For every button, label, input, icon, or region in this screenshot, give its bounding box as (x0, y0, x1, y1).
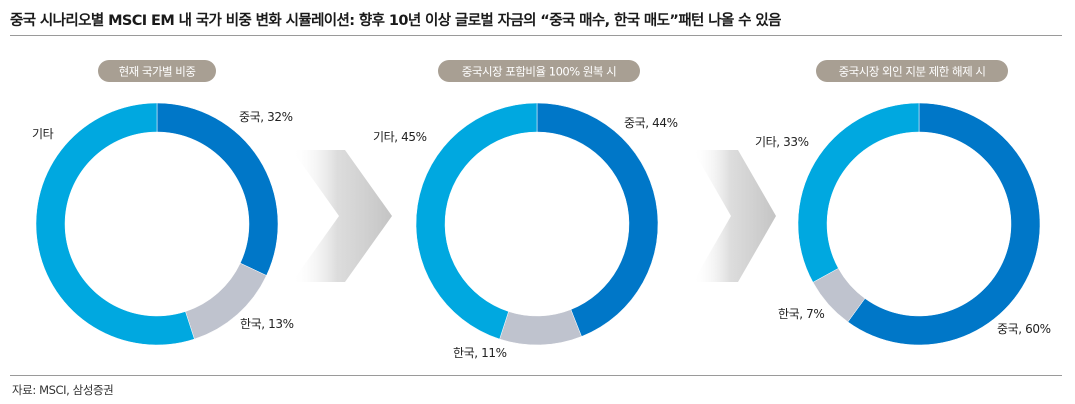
label-others-2: 기타, 45% (373, 130, 427, 144)
slice-china-1 (156, 102, 279, 276)
slice-labels-1: 중국, 32% 한국, 13% 기타 (32, 110, 294, 331)
label-korea-2: 한국, 11% (453, 346, 507, 360)
bottom-rule (10, 375, 1062, 376)
arrow-1 (292, 150, 392, 282)
figure-title: 중국 시나리오별 MSCI EM 내 국가 비중 변화 시뮬레이션: 향후 10… (10, 13, 781, 29)
pill-bg-1 (98, 60, 216, 82)
panel-title-1: 현재 국가별 비중 (98, 60, 216, 82)
top-rule (10, 35, 1062, 36)
label-others-1: 기타 (32, 127, 54, 141)
label-others-3: 기타, 33% (755, 135, 809, 149)
slice-labels-3: 중국, 60% 한국, 7% 기타, 33% (755, 135, 1051, 336)
pill-bg-3 (816, 60, 1008, 82)
label-china-3: 중국, 60% (997, 322, 1051, 336)
source-note: 자료: MSCI, 삼성증권 (12, 383, 114, 397)
label-china-1: 중국, 32% (239, 110, 293, 124)
label-china-2: 중국, 44% (624, 116, 678, 130)
pill-bg-2 (438, 60, 640, 82)
slice-china-2 (536, 102, 659, 337)
slice-others-3 (797, 102, 920, 283)
label-korea-1: 한국, 13% (240, 317, 294, 331)
pill-text-1: 현재 국가별 비중 (119, 65, 196, 79)
label-korea-3: 한국, 7% (778, 307, 824, 321)
slice-others-1 (35, 102, 195, 346)
panel-title-2: 중국시장 포함비율 100% 원복 시 (438, 60, 640, 82)
arrow-2 (693, 150, 776, 282)
pill-text-2: 중국시장 포함비율 100% 원복 시 (462, 65, 616, 79)
panel-title-3: 중국시장 외인 지분 제한 해제 시 (816, 60, 1008, 82)
slice-korea-2 (499, 309, 582, 346)
slice-china-3 (847, 102, 1041, 346)
pill-text-3: 중국시장 외인 지분 제한 해제 시 (839, 65, 986, 79)
slice-others-2 (415, 102, 538, 340)
slice-labels-2: 중국, 44% 한국, 11% 기타, 45% (373, 116, 678, 360)
donut-slices (35, 102, 1041, 346)
